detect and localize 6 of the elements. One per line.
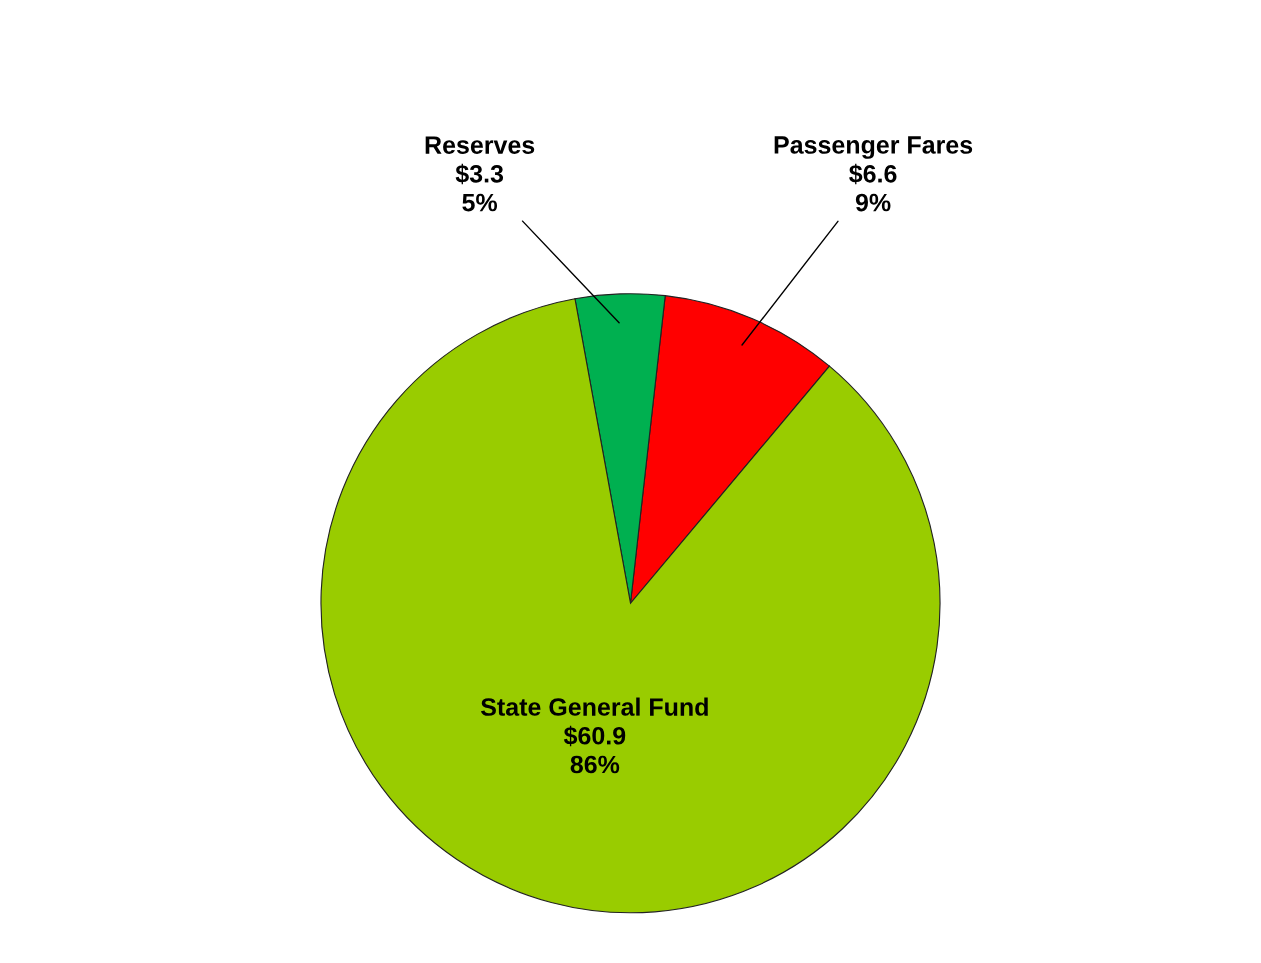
slice-label: Passenger Fares	[774, 136, 973, 159]
slice-label: Reserves	[425, 136, 535, 154]
slice-label: State General Fund	[480, 697, 708, 716]
data-label: $3.3 5%	[455, 163, 504, 212]
data-label: $6.6 9%	[849, 163, 897, 212]
data-label: $60.9 86%	[563, 725, 626, 774]
